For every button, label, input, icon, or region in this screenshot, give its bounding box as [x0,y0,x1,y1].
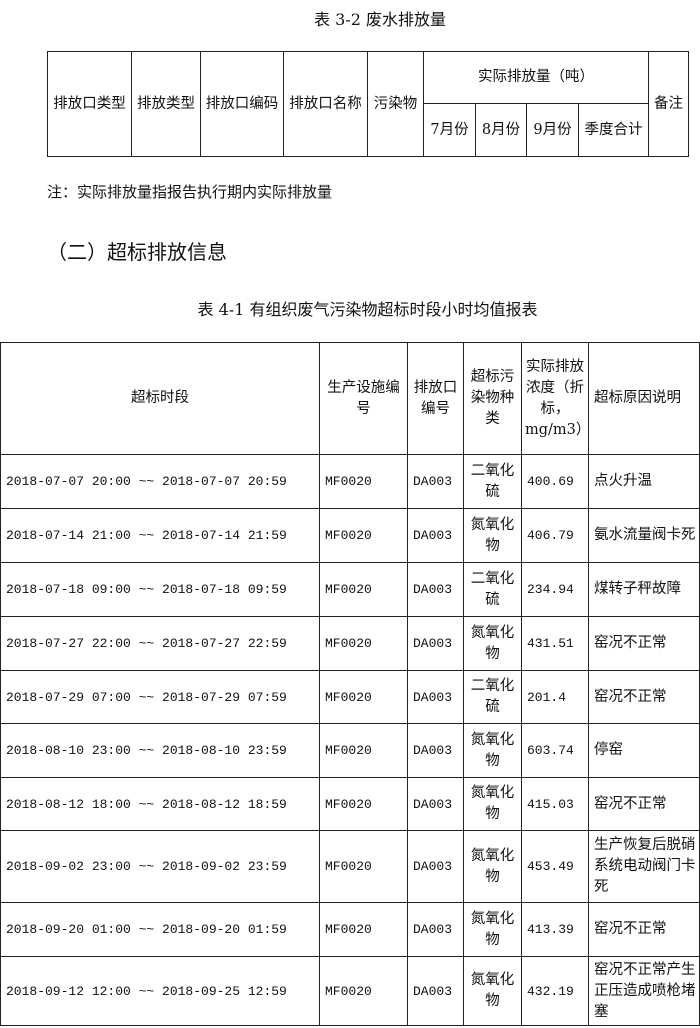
cell-facility-code: MF0020 [319,508,408,563]
cell-concentration: 431.51 [521,616,589,671]
cell-reason: 点火升温 [588,454,700,509]
table-row: 2018-07-18 09:00 ~~ 2018-07-18 09:59 MF00… [0,562,700,617]
cell-reason: 窑况不正常 [588,670,700,724]
cell-exceedance-period: 2018-09-20 01:00 ~~ 2018-09-20 01:59 [0,902,320,957]
cell-outlet-code: DA003 [407,562,464,617]
cell-outlet-code: DA003 [407,508,464,563]
cell-pollutant-type: 二氧化硫 [463,454,522,509]
cell-outlet-code: DA003 [407,616,464,671]
cell-concentration: 603.74 [521,723,589,778]
table-4-1-title: 表 4-1 有组织废气污染物超标时段小时均值报表 [197,300,538,319]
table-row: 2018-07-29 07:00 ~~ 2018-07-29 07:59 MF00… [0,670,700,724]
cell-facility-code: MF0020 [319,562,408,617]
cell-reason: 窑况不正常 [588,902,700,957]
cell-concentration: 413.39 [521,902,589,957]
cell-concentration: 406.79 [521,508,589,563]
cell-concentration: 432.19 [521,956,589,1026]
cell-facility-code: MF0020 [319,723,408,778]
cell-pollutant-type: 氮氧化物 [463,956,522,1026]
cell-reason: 停窑 [588,723,700,778]
cell-exceedance-period: 2018-08-10 23:00 ~~ 2018-08-10 23:59 [0,723,320,778]
cell-pollutant-type: 氮氧化物 [463,830,522,903]
cell-facility-code: MF0020 [319,454,408,509]
cell-pollutant-type: 二氧化硫 [463,670,522,724]
cell-pollutant-type: 氮氧化物 [463,616,522,671]
header-exceedance-period: 超标时段 [0,342,320,455]
cell-exceedance-period: 2018-07-07 20:00 ~~ 2018-07-07 20:59 [0,454,320,509]
header-quarter-total: 季度合计 [578,103,649,157]
cell-concentration: 415.03 [521,777,589,831]
table-row: 2018-07-07 20:00 ~~ 2018-07-07 20:59 MF00… [0,454,700,509]
cell-exceedance-period: 2018-07-18 09:00 ~~ 2018-07-18 09:59 [0,562,320,617]
header-august: 8月份 [475,103,527,157]
table-row: 2018-09-12 12:00 ~~ 2018-09-25 12:59 MF00… [0,956,700,1026]
cell-pollutant-type: 氮氧化物 [463,777,522,831]
header-pollutant: 污染物 [367,51,424,157]
cell-exceedance-period: 2018-09-02 23:00 ~~ 2018-09-02 23:59 [0,830,320,903]
table-row: 2018-08-10 23:00 ~~ 2018-08-10 23:59 MF00… [0,723,700,778]
cell-pollutant-type: 氮氧化物 [463,723,522,778]
header-outlet-code: 排放口编号 [407,342,464,455]
cell-concentration: 453.49 [521,830,589,903]
header-pollutant-type: 超标污染物种类 [463,342,522,455]
cell-pollutant-type: 氮氧化物 [463,508,522,563]
header-september: 9月份 [526,103,579,157]
cell-outlet-code: DA003 [407,956,464,1026]
cell-concentration: 234.94 [521,562,589,617]
cell-exceedance-period: 2018-07-14 21:00 ~~ 2018-07-14 21:59 [0,508,320,563]
exceedance-table: 超标时段 生产设施编号 排放口编号 超标污染物种类 实际排放浓度（折标，mg/m3） 超标… [0,342,700,1026]
cell-outlet-code: DA003 [407,723,464,778]
table-row: 2018-09-02 23:00 ~~ 2018-09-02 23:59 MF00… [0,830,700,903]
table-row: 2018-07-14 21:00 ~~ 2018-07-14 21:59 MF00… [0,508,700,563]
cell-facility-code: MF0020 [319,902,408,957]
cell-reason: 窑况不正常 [588,616,700,671]
table-row: 2018-07-27 22:00 ~~ 2018-07-27 22:59 MF00… [0,616,700,671]
header-remark: 备注 [648,51,689,157]
cell-pollutant-type: 二氧化硫 [463,562,522,617]
cell-reason: 氨水流量阀卡死 [588,508,700,563]
cell-reason: 生产恢复后脱硝系统电动阀门卡死 [588,830,700,903]
table-row: 2018-09-20 01:00 ~~ 2018-09-20 01:59 MF00… [0,902,700,957]
cell-outlet-code: DA003 [407,670,464,724]
cell-concentration: 201.4 [521,670,589,724]
header-facility-code: 生产设施编号 [319,342,408,455]
header-discharge-type: 排放类型 [131,51,201,157]
header-reason: 超标原因说明 [588,342,700,455]
cell-reason: 煤转子秤故障 [588,562,700,617]
cell-concentration: 400.69 [521,454,589,509]
table-row: 2018-08-12 18:00 ~~ 2018-08-12 18:59 MF00… [0,777,700,831]
header-outlet-code: 排放口编码 [200,51,284,157]
cell-reason: 窑况不正常产生正压造成喷枪堵塞 [588,956,700,1026]
cell-exceedance-period: 2018-09-12 12:00 ~~ 2018-09-25 12:59 [0,956,320,1026]
cell-reason: 窑况不正常 [588,777,700,831]
cell-outlet-code: DA003 [407,454,464,509]
cell-facility-code: MF0020 [319,956,408,1026]
header-actual-discharge: 实际排放量（吨） [423,51,649,104]
wastewater-discharge-table: 排放口类型 排放类型 排放口编码 排放口名称 污染物 实际排放量（吨） 备注 7… [47,51,689,157]
cell-facility-code: MF0020 [319,830,408,903]
header-row: 超标时段 生产设施编号 排放口编号 超标污染物种类 实际排放浓度（折标，mg/m3） 超标… [0,342,700,455]
cell-facility-code: MF0020 [319,777,408,831]
cell-outlet-code: DA003 [407,830,464,903]
cell-outlet-code: DA003 [407,777,464,831]
header-july: 7月份 [423,103,476,157]
header-outlet-type: 排放口类型 [47,51,132,157]
cell-facility-code: MF0020 [319,670,408,724]
header-concentration: 实际排放浓度（折标，mg/m3） [521,342,590,455]
cell-facility-code: MF0020 [319,616,408,671]
cell-outlet-code: DA003 [407,902,464,957]
header-outlet-name: 排放口名称 [283,51,368,157]
table-3-2-title: 表 3-2 废水排放量 [314,10,446,29]
section-heading: （二）超标排放信息 [47,240,227,264]
cell-exceedance-period: 2018-07-29 07:00 ~~ 2018-07-29 07:59 [0,670,320,724]
cell-pollutant-type: 氮氧化物 [463,902,522,957]
table-note: 注：实际排放量指报告执行期内实际排放量 [47,183,333,201]
cell-exceedance-period: 2018-07-27 22:00 ~~ 2018-07-27 22:59 [0,616,320,671]
cell-exceedance-period: 2018-08-12 18:00 ~~ 2018-08-12 18:59 [0,777,320,831]
